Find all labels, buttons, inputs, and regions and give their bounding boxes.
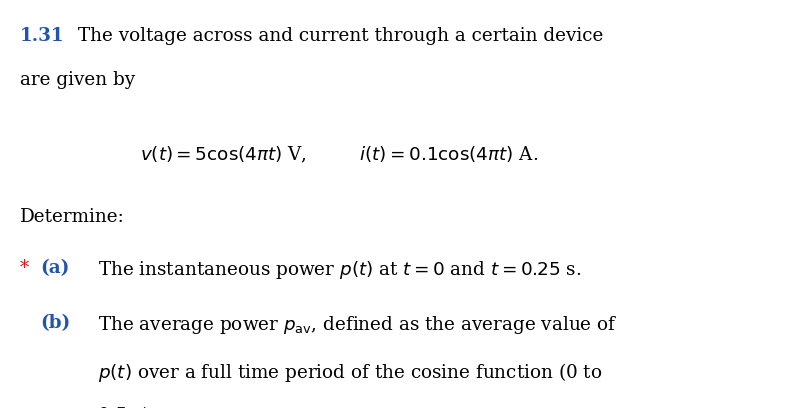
- Text: Determine:: Determine:: [20, 208, 125, 226]
- Text: $v(t) = 5\cos(4\pi t)$ V,         $i(t) = 0.1\cos(4\pi t)$ A.: $v(t) = 5\cos(4\pi t)$ V, $i(t) = 0.1\co…: [140, 145, 538, 165]
- Text: (b): (b): [40, 314, 70, 332]
- Text: 0.5 s).: 0.5 s).: [98, 407, 156, 408]
- Text: $p(t)$ over a full time period of the cosine function (0 to: $p(t)$ over a full time period of the co…: [98, 361, 602, 384]
- Text: are given by: are given by: [20, 71, 135, 89]
- Text: The instantaneous power $p(t)$ at $t = 0$ and $t = 0.25$ s.: The instantaneous power $p(t)$ at $t = 0…: [98, 259, 582, 281]
- Text: The average power $p_{\mathrm{av}}$, defined as the average value of: The average power $p_{\mathrm{av}}$, def…: [98, 314, 618, 336]
- Text: 1.31: 1.31: [20, 27, 65, 44]
- Text: *: *: [20, 259, 29, 277]
- Text: (a): (a): [40, 259, 70, 277]
- Text: The voltage across and current through a certain device: The voltage across and current through a…: [78, 27, 603, 44]
